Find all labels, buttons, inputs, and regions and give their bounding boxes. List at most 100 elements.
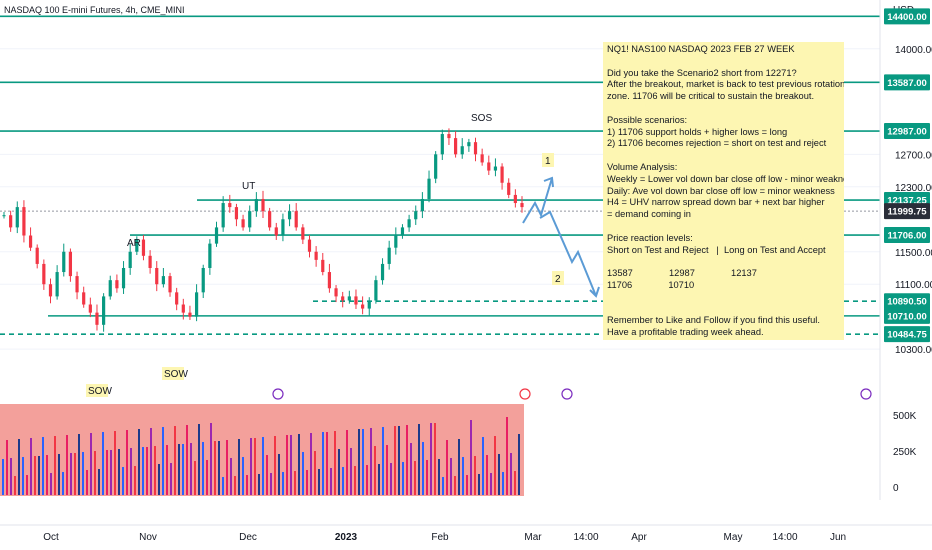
level-tag (884, 74, 930, 91)
volume-bar (258, 474, 260, 495)
label-sow-2-bg (162, 367, 184, 380)
level-tag (884, 307, 930, 324)
candle-body (62, 251, 66, 273)
candle-body (440, 134, 444, 155)
volume-bar (118, 449, 120, 495)
level-tag-label: 12137.25 (887, 196, 927, 207)
level-tag-label: 13587.00 (887, 78, 927, 89)
volume-bar (278, 454, 280, 495)
dividend-icon[interactable] (272, 388, 284, 400)
candle-body (254, 198, 258, 212)
volume-bar (266, 455, 268, 495)
volume-bars (2, 417, 520, 495)
label-sow-2: SOW (164, 369, 188, 380)
candle-body (234, 207, 239, 220)
candle-body (155, 267, 159, 285)
event-icons[interactable] (272, 388, 872, 400)
candle-body (15, 207, 19, 228)
candle-body (228, 203, 232, 208)
volume-bar (114, 431, 116, 495)
volume-bar (202, 442, 204, 495)
note-line (607, 256, 840, 268)
candle-body (214, 227, 219, 244)
candle-body (115, 280, 119, 289)
volume-axis: 500K 250K 0 (893, 411, 917, 494)
volume-bar (414, 461, 416, 495)
volume-bar (434, 423, 436, 495)
candle-body (22, 207, 26, 236)
time-tick-label: Dec (239, 532, 257, 543)
note-line: Weekly = Lower vol down bar close off lo… (607, 173, 844, 184)
volume-bar (346, 430, 348, 495)
volume-bar (174, 426, 176, 495)
note-line: Volume Analysis: (607, 161, 678, 172)
dividend-icon[interactable] (860, 388, 872, 400)
volume-bar (438, 459, 440, 495)
candle-body (141, 239, 146, 256)
price-axis[interactable]: 14000.00 12700.00 12300.00 11500.00 11100.00… (895, 45, 932, 356)
candle-body (520, 203, 524, 208)
volume-bar (246, 475, 248, 495)
volume-bar (250, 438, 252, 495)
candle-body (427, 178, 431, 199)
note-line (607, 221, 840, 233)
volume-bar (262, 437, 264, 495)
volume-bar (94, 451, 96, 495)
volume-bar (134, 466, 136, 495)
volume-bar (54, 436, 56, 495)
volume-bar (270, 473, 272, 495)
candle-body (68, 251, 73, 277)
volume-bar (422, 442, 424, 495)
volume-bar (90, 433, 92, 495)
volume-bar (350, 448, 352, 495)
candle-body (108, 280, 112, 297)
volume-bar (98, 469, 100, 495)
candle-body (327, 272, 332, 289)
volume-bar (234, 476, 236, 495)
time-tick-label: Oct (43, 532, 59, 543)
volume-bar (66, 435, 68, 495)
time-tick-label: Feb (431, 532, 449, 543)
candle-body (175, 292, 179, 305)
volume-bar (230, 458, 232, 495)
candle-body (241, 219, 245, 228)
volume-bar (138, 429, 140, 495)
volume-bar (74, 453, 76, 495)
volume-bar (86, 470, 88, 495)
volume-bar (482, 437, 484, 495)
price-tick-label: 12700.00 (895, 150, 932, 161)
candle-body (314, 251, 318, 260)
note-line: Did you take the Scenario2 short from 12… (607, 67, 797, 78)
scenario-1-arrow (522, 177, 553, 224)
volume-bar (14, 476, 16, 495)
candle-body (188, 312, 192, 317)
volume-bar (394, 426, 396, 495)
note-line: Have a profitable trading week ahead. (607, 327, 764, 338)
note-line: 11706 10710 (607, 279, 695, 290)
dividend-icon[interactable] (561, 388, 573, 400)
candle-body (447, 134, 451, 139)
candle-body (387, 247, 391, 264)
volume-bar (402, 462, 404, 495)
volume-bar (2, 459, 4, 495)
candle-body (88, 304, 92, 313)
split-icon[interactable] (519, 388, 531, 400)
time-axis[interactable]: Oct Nov Dec 2023 Feb Mar 14:00 Apr May 14:00 Jun (43, 532, 846, 543)
volume-tick-label: 500K (893, 411, 917, 422)
volume-bar (410, 443, 412, 495)
level-tag-label: 10890.50 (887, 297, 927, 308)
volume-bar (370, 428, 372, 495)
note-line (607, 150, 840, 162)
volume-bar (354, 466, 356, 495)
candle-body (434, 154, 438, 179)
volume-bar (314, 451, 316, 495)
note-line (607, 304, 840, 316)
price-tick-label: 10300.00 (895, 345, 932, 356)
volume-bar (326, 432, 328, 495)
price-tick-label: 14000.00 (895, 45, 932, 56)
candle-body (394, 235, 398, 248)
scenario-1-arrowhead (543, 176, 554, 188)
label-sos: SOS (471, 113, 492, 124)
volume-bar (406, 425, 408, 495)
candle-body (367, 300, 371, 309)
